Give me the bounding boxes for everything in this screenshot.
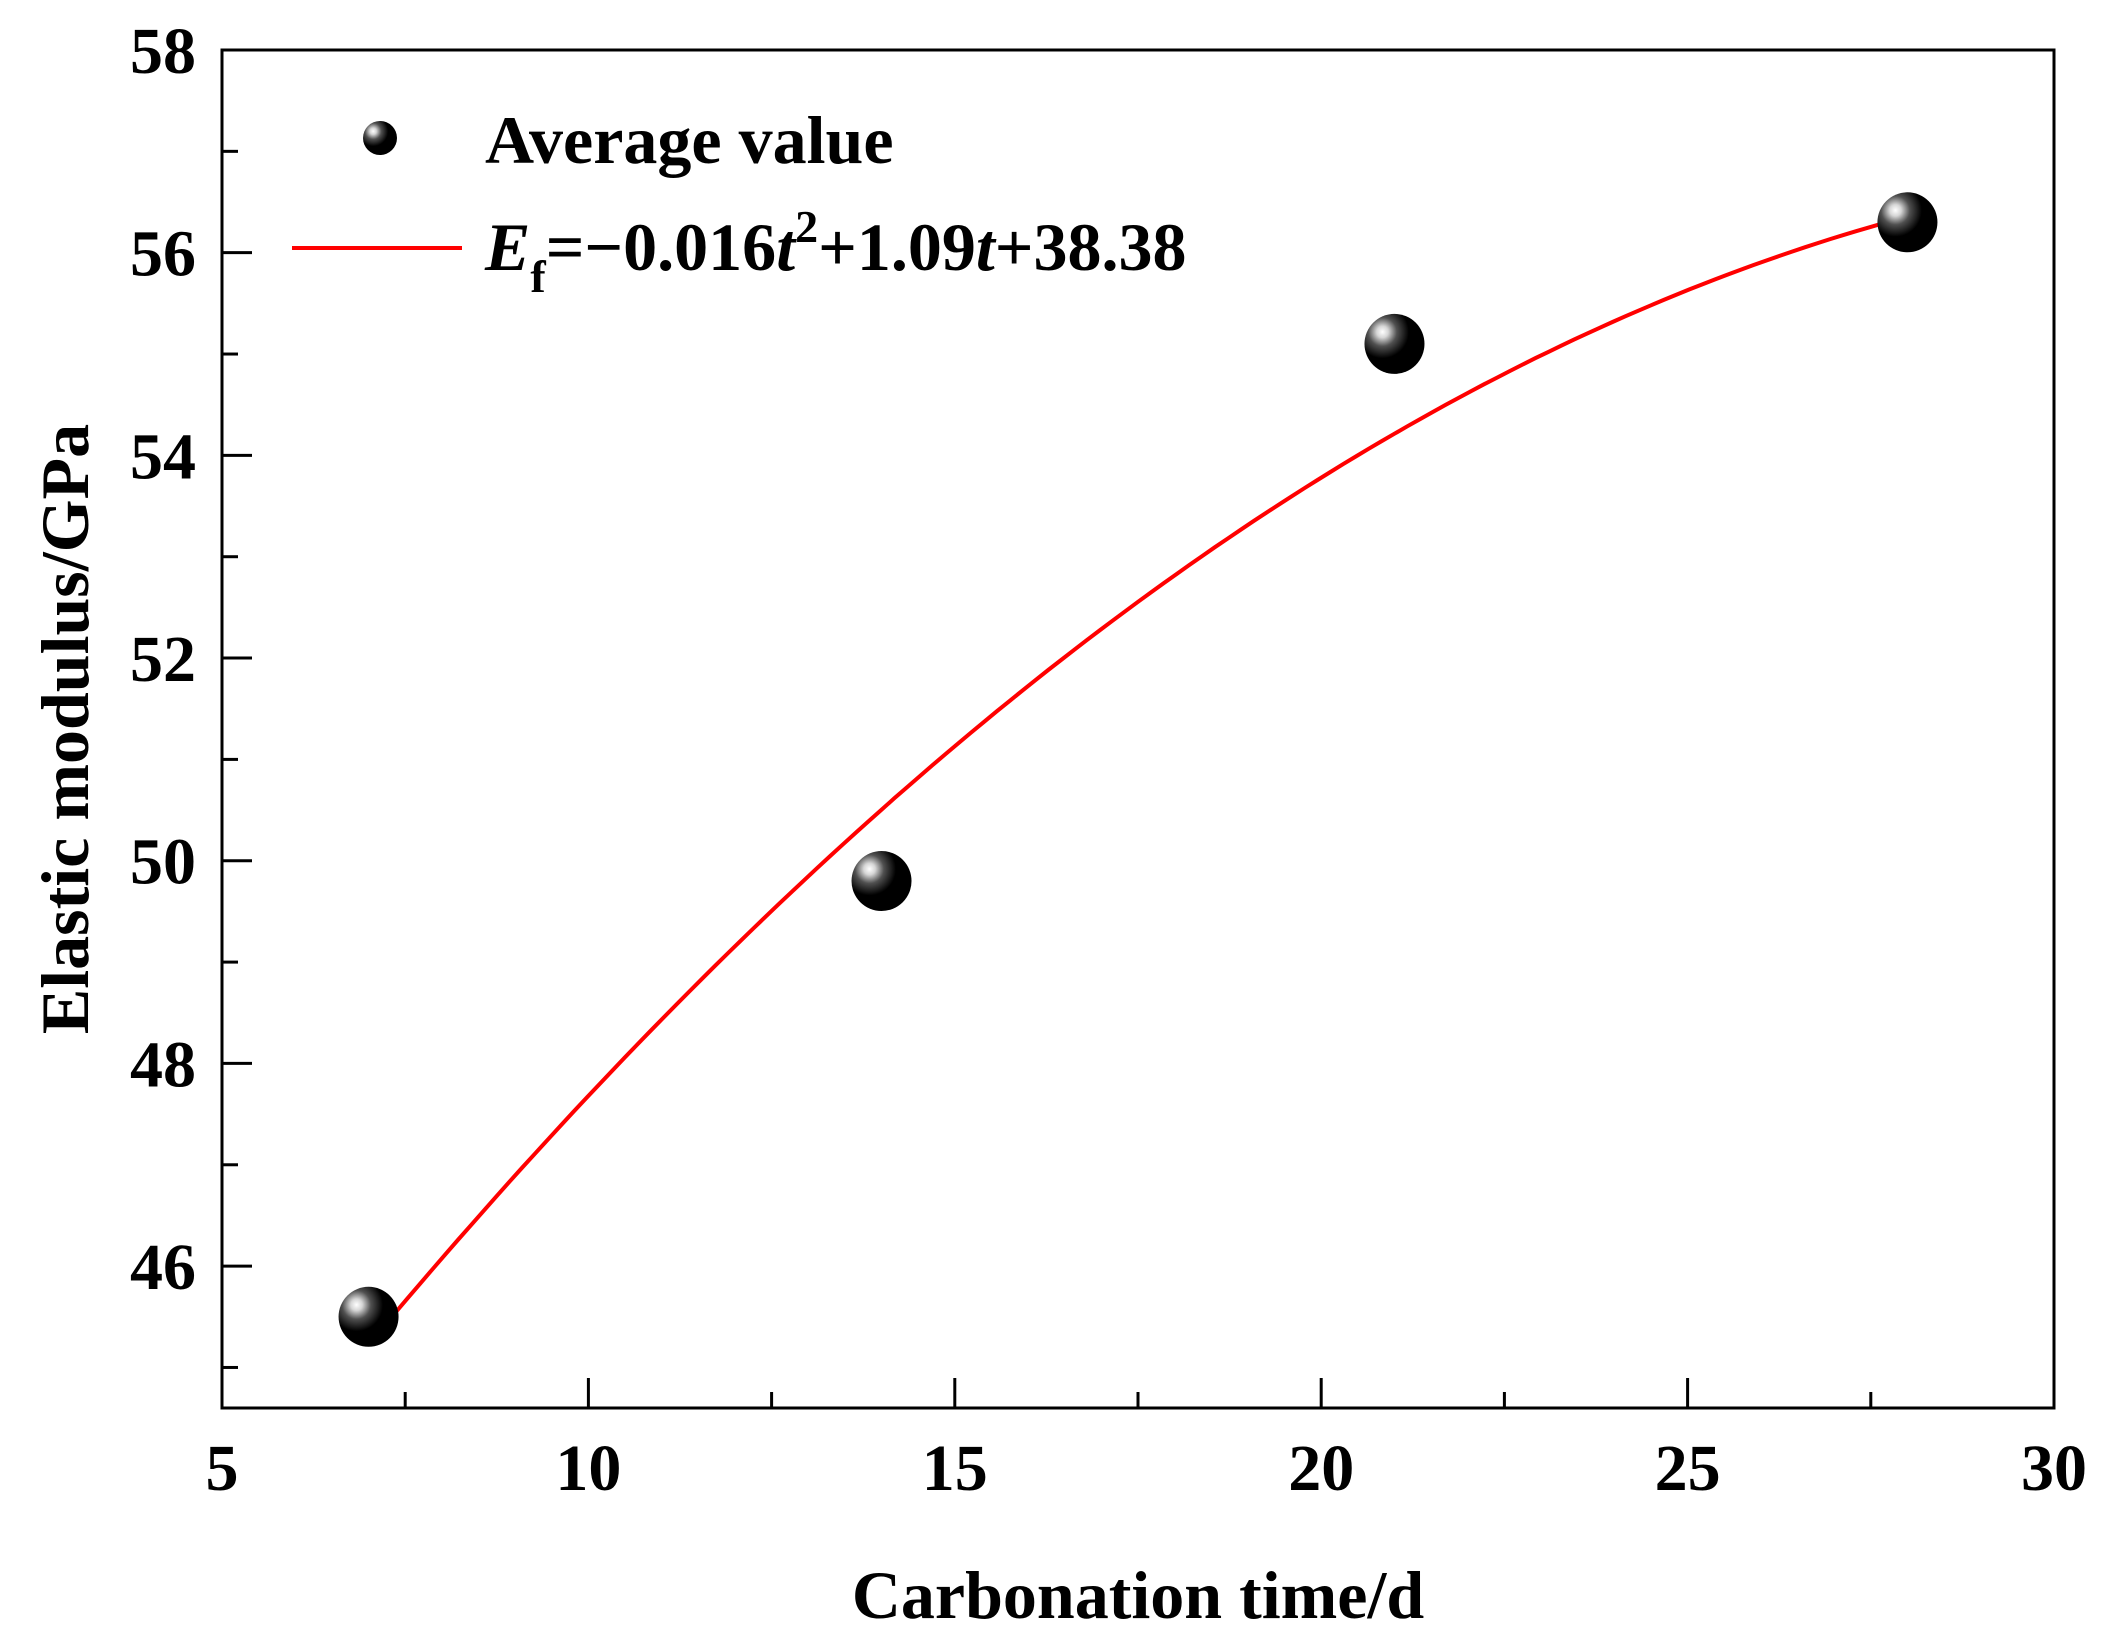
- data-point: [1364, 313, 1425, 374]
- x-tick-label: 15: [922, 1432, 988, 1505]
- legend-marker: [363, 121, 397, 155]
- data-point: [338, 1286, 399, 1347]
- data-point: [1877, 192, 1938, 253]
- legend: Average value Ef=−0.016t2+1.09t+38.38: [292, 102, 1187, 302]
- y-tick-label: 46: [130, 1231, 196, 1304]
- legend-equation: Ef=−0.016t2+1.09t+38.38: [484, 201, 1187, 302]
- fit-curve: [367, 214, 1908, 1346]
- x-tick-labels: 5 10 15 20 25 30: [206, 1432, 2088, 1505]
- y-tick-label: 52: [130, 623, 196, 696]
- x-tick-label: 25: [1655, 1432, 1721, 1505]
- y-axis-title: Elastic modulus/GPa: [27, 424, 103, 1034]
- x-tick-label: 10: [555, 1432, 621, 1505]
- y-tick-label: 58: [130, 15, 196, 88]
- y-tick-label: 48: [130, 1028, 196, 1101]
- y-tick-labels: 46 48 50 52 54 56 58: [130, 15, 196, 1304]
- legend-label-average: Average value: [485, 102, 894, 178]
- data-point: [851, 851, 912, 912]
- x-tick-label: 20: [1288, 1432, 1354, 1505]
- y-tick-label: 56: [130, 218, 196, 291]
- x-axis-title: Carbonation time/d: [852, 1557, 1425, 1633]
- data-points: [338, 192, 1938, 1347]
- x-tick-label: 30: [2021, 1432, 2087, 1505]
- x-tick-label: 5: [206, 1432, 239, 1505]
- y-tick-label: 54: [130, 420, 196, 493]
- tick-marks: [220, 48, 2056, 1408]
- y-tick-label: 50: [130, 826, 196, 899]
